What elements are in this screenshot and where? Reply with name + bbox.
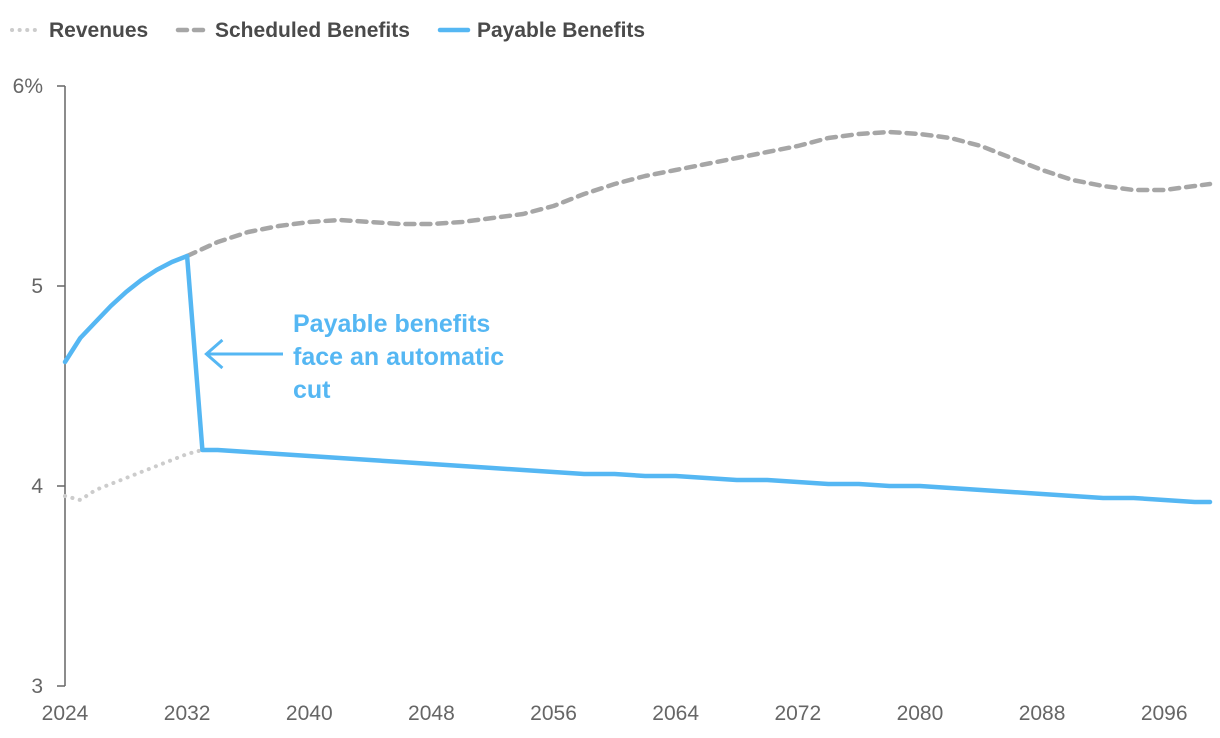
x-tick-label: 2064 xyxy=(652,702,699,725)
x-tick-label: 2040 xyxy=(286,702,333,725)
series-line-scheduled-benefits xyxy=(184,129,1213,259)
legend-item-scheduled-benefits: Scheduled Benefits xyxy=(175,19,410,42)
legend-item-payable-benefits: Payable Benefits xyxy=(437,19,645,42)
legend-label: Scheduled Benefits xyxy=(215,19,410,42)
x-tick-label: 2056 xyxy=(530,702,577,725)
y-tick-label: 6% xyxy=(13,75,43,98)
x-tick-label: 2072 xyxy=(774,702,821,725)
legend-item-revenues: Revenues xyxy=(10,19,148,42)
series-line-revenues xyxy=(63,448,205,502)
series-layer xyxy=(62,129,1213,505)
annotation-text: cut xyxy=(293,376,331,404)
legend-label: Revenues xyxy=(49,19,148,42)
x-tick-label: 2088 xyxy=(1019,702,1066,725)
x-tick-label: 2048 xyxy=(408,702,455,725)
annotation-text: face an automatic xyxy=(293,343,504,371)
axes: 3 4 5 6% 2024 2032 2040 2048 2056 2064 2072 2080 208… xyxy=(13,75,1188,725)
y-tick-label: 5 xyxy=(31,275,43,298)
x-tick-label: 2096 xyxy=(1141,702,1188,725)
x-tick-label: 2032 xyxy=(164,702,211,725)
annotation-text: Payable benefits xyxy=(293,310,490,338)
y-tick-label: 4 xyxy=(31,475,43,498)
series-line-payable-benefits xyxy=(62,253,1213,505)
annotation: Payable benefits face an automatic cut xyxy=(204,310,504,404)
y-tick-label: 3 xyxy=(31,675,43,698)
x-tick-label: 2024 xyxy=(42,702,89,725)
legend: Revenues Scheduled Benefits Payable Benefi… xyxy=(10,19,645,42)
x-tick-label: 2080 xyxy=(897,702,944,725)
annotation-arrow-head xyxy=(204,338,224,370)
legend-label: Payable Benefits xyxy=(477,19,645,42)
